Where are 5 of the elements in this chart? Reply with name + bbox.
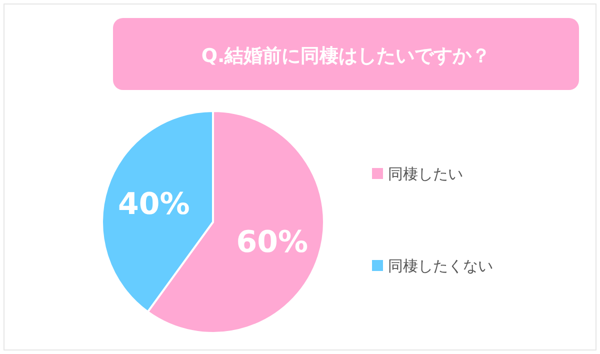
chart-title: Q.結婚前に同棲はしたいですか？ — [201, 45, 491, 67]
data-label: 40% — [118, 186, 190, 222]
legend-label: 同棲したい — [388, 165, 463, 183]
data-label: 60% — [236, 225, 308, 260]
legend-label: 同棲したくない — [388, 257, 493, 275]
